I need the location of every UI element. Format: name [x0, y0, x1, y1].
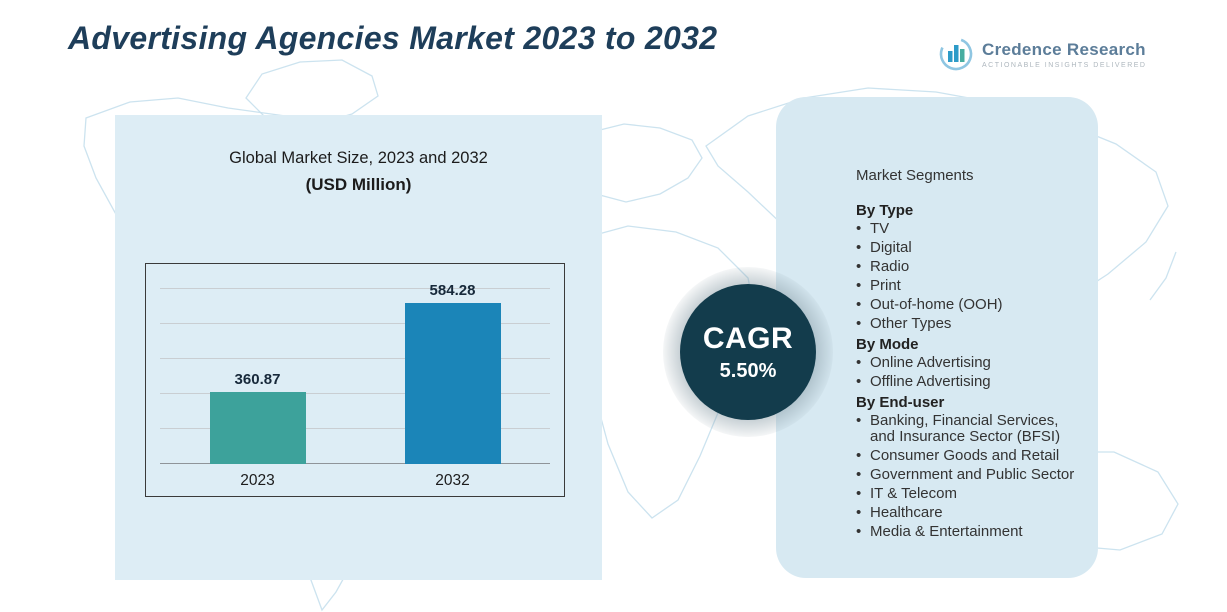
bullet-icon: • — [856, 257, 862, 275]
bullet-icon: • — [856, 353, 862, 371]
chart-title: Global Market Size, 2023 and 2032 (USD M… — [115, 115, 602, 195]
segment-item-label: Other Types — [870, 314, 952, 332]
x-axis-label: 2032 — [435, 472, 470, 489]
bullet-icon: • — [856, 238, 862, 256]
page-title: Advertising Agencies Market 2023 to 2032 — [68, 20, 718, 56]
segment-item: • Print — [856, 276, 1080, 295]
bar-plot-area: 360.87 584.28 — [160, 282, 550, 464]
segment-item: • Offline Advertising — [856, 372, 1080, 391]
segment-item-label: Online Advertising — [870, 353, 991, 371]
gridline — [160, 428, 550, 429]
bar-2032 — [404, 303, 501, 464]
bullet-icon: • — [856, 504, 862, 522]
segment-item-label: Consumer Goods and Retail — [870, 447, 1060, 465]
segment-item: • Banking, Financial Services, and Insura… — [856, 411, 1080, 447]
segment-item-label: Print — [870, 276, 901, 294]
segment-item-label: Offline Advertising — [870, 372, 991, 390]
bar-group: 584.28 — [404, 282, 501, 464]
segment-item: • Out-of-home (OOH) — [856, 295, 1080, 314]
segment-item-label: Healthcare — [870, 504, 943, 522]
bar-value-label: 584.28 — [429, 282, 476, 299]
segment-item: • IT & Telecom — [856, 485, 1080, 503]
cagr-badge: CAGR 5.50% — [680, 284, 816, 420]
bullet-icon: • — [856, 485, 862, 503]
segment-group-heading: By Type — [856, 202, 914, 219]
gridline — [160, 288, 550, 289]
segment-item: • Media & Entertainment — [856, 523, 1080, 541]
bar-chart-frame: 360.87 584.28 2023 2032 — [145, 263, 565, 497]
bar-2023 — [209, 392, 306, 464]
segment-groups: By Type • TV • Digital • Radio • Print • Out-of-ho… — [856, 202, 1080, 541]
segment-item-label: Media & Entertainment — [870, 523, 1023, 541]
segment-item-label: Government and Public Sector — [870, 466, 1075, 484]
cagr-label: CAGR — [702, 321, 794, 355]
bullet-icon: • — [856, 466, 862, 484]
segments-panel-title: Market Segments — [856, 167, 974, 184]
brand-name: Credence Research — [982, 39, 1146, 59]
segment-group-heading: By Mode — [856, 335, 919, 353]
segment-item: • Online Advertising — [856, 353, 1080, 372]
bullet-icon: • — [856, 372, 862, 390]
segment-item-label: Out-of-home (OOH) — [870, 295, 1003, 313]
segment-group-heading: By End-user — [856, 393, 945, 411]
segment-item-label: Digital — [870, 238, 912, 256]
segment-item: • Radio — [856, 257, 1080, 276]
segment-item: • Government and Public Sector — [856, 466, 1080, 484]
cagr-value: 5.50% — [719, 359, 777, 382]
bullet-icon: • — [856, 314, 862, 332]
chart-title-line2: (USD Million) — [305, 175, 412, 194]
market-size-panel: Global Market Size, 2023 and 2032 (USD M… — [115, 115, 602, 580]
gridlines — [160, 286, 550, 464]
segment-item: • Healthcare — [856, 504, 1080, 522]
bar-chart-logo-icon — [939, 37, 973, 71]
bullet-icon: • — [856, 295, 862, 313]
brand-logo: Credence Research ACTIONABLE INSIGHTS DE… — [938, 36, 1146, 72]
segment-item: • TV — [856, 220, 1080, 238]
segment-item: • Other Types — [856, 314, 1080, 333]
bullet-icon: • — [856, 276, 862, 294]
gridline — [160, 358, 550, 359]
segment-item: • Digital — [856, 238, 1080, 257]
map-japan — [1149, 251, 1177, 301]
segment-item-label: Banking, Financial Services, and Insuran… — [870, 411, 1061, 446]
x-axis: 2023 2032 — [160, 472, 550, 490]
brand-tagline: ACTIONABLE INSIGHTS DELIVERED — [982, 61, 1147, 69]
bullet-icon: • — [856, 447, 862, 465]
bullet-icon: • — [856, 411, 862, 429]
segment-item: • Consumer Goods and Retail — [856, 447, 1080, 465]
plot-area-wrapper: 360.87 584.28 — [160, 282, 550, 464]
bar-value-label: 360.87 — [234, 371, 281, 388]
gridline — [160, 323, 550, 324]
x-axis-label: 2023 — [240, 472, 275, 489]
bullet-icon: • — [856, 523, 862, 541]
segment-item-label: IT & Telecom — [870, 485, 957, 503]
bar-group: 360.87 — [209, 371, 306, 464]
bullet-icon: • — [856, 220, 862, 237]
baseline — [160, 463, 550, 464]
segment-item-label: TV — [870, 220, 890, 237]
chart-title-line1: Global Market Size, 2023 and 2032 — [229, 149, 488, 167]
segment-item-label: Radio — [870, 257, 910, 275]
gridline — [160, 393, 550, 394]
